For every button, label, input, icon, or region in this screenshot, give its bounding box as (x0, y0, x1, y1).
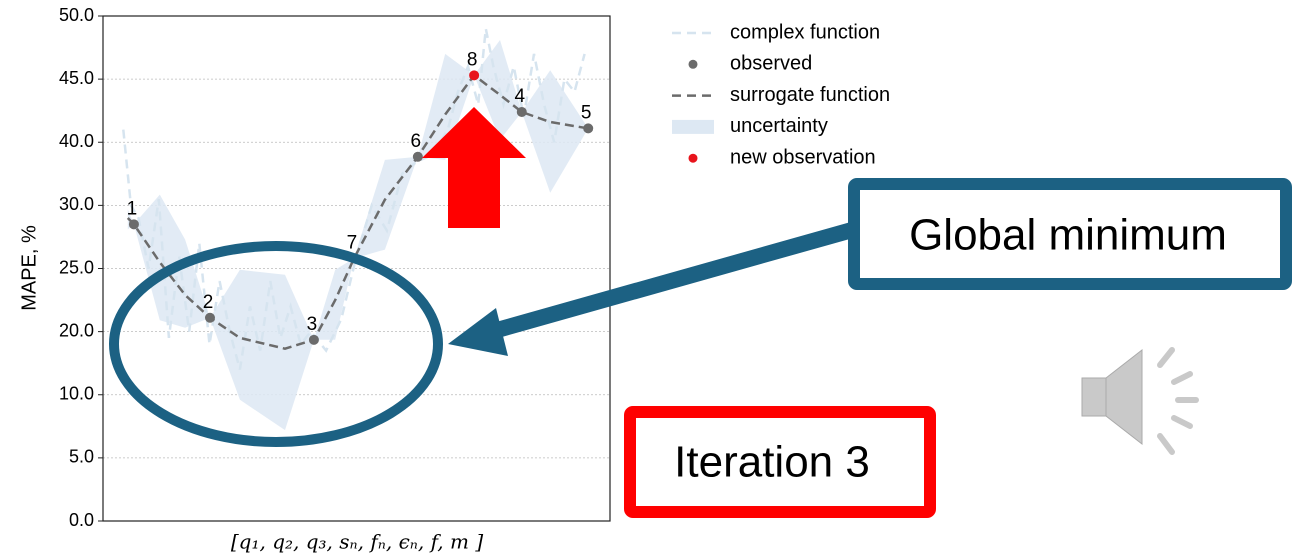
point-label: 6 (411, 131, 422, 152)
y-tick-label: 10.0 (59, 384, 94, 404)
plot: 0.0 5.0 10.0 20.0 25.0 30.0 40.0 45.0 50.0 1 2 3 7 6 4… (59, 5, 610, 530)
y-tick-label: 0.0 (69, 510, 94, 530)
speaker-body (1081, 377, 1107, 417)
y-tick-label: 40.0 (59, 131, 94, 151)
point-label: 3 (307, 314, 318, 335)
data-point (469, 70, 480, 81)
data-point (583, 123, 594, 134)
axes-frame (102, 15, 611, 522)
y-tick-label: 20.0 (59, 320, 94, 340)
point-label: 4 (514, 86, 525, 107)
data-point (128, 219, 139, 230)
iteration-text: Iteration 3 (674, 438, 870, 487)
legend-swatch (688, 59, 698, 69)
legend-swatch (672, 119, 714, 134)
y-tick-label: 25.0 (59, 257, 94, 277)
speaker-waves (1157, 347, 1199, 455)
data-point (308, 334, 319, 345)
point-label: 1 (127, 198, 138, 219)
speaker-cone (1105, 348, 1143, 446)
point-label: 5 (581, 102, 592, 123)
y-tick-label: 50.0 (59, 5, 94, 25)
point-label: 8 (467, 49, 478, 70)
legend-label: complex function (730, 21, 880, 43)
speaker-icon[interactable] (1081, 347, 1199, 455)
surrogate-function (126, 73, 589, 350)
legend-label: new observation (730, 146, 876, 168)
data-point (412, 151, 423, 162)
legend-swatch (688, 153, 698, 163)
red-arrow (422, 107, 526, 228)
callout-box (848, 178, 1292, 290)
y-tick-label: 5.0 (69, 447, 94, 467)
x-axis-label: [q₁, q₂, q₃, sₙ, fₙ, ϵₙ, f, m ] (231, 530, 483, 554)
y-tick-label: 30.0 (59, 194, 94, 214)
data-point (204, 312, 215, 323)
pointer-line (487, 222, 855, 340)
point-label: 7 (347, 232, 358, 253)
legend-label: observed (730, 53, 812, 75)
pointer-head (448, 308, 508, 356)
y-axis-label: MAPE, % (18, 225, 40, 311)
callout-text: Global minimum (909, 211, 1227, 260)
iteration-box (624, 406, 936, 518)
uncertainty-band (127, 40, 589, 431)
y-tick-label: 45.0 (59, 68, 94, 88)
point-label: 2 (203, 292, 214, 313)
complex-function (122, 28, 586, 370)
legend-label: uncertainty (730, 115, 828, 137)
highlight-ellipse (109, 241, 443, 447)
data-point (516, 106, 527, 117)
legend-label: surrogate function (730, 84, 890, 106)
